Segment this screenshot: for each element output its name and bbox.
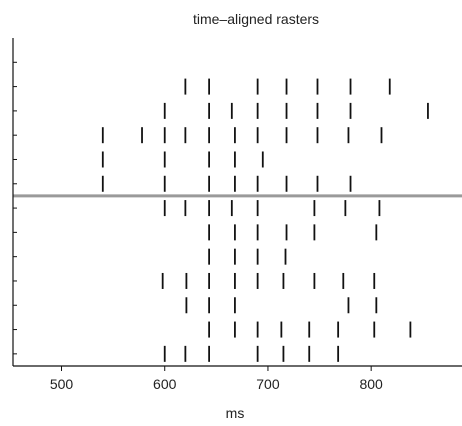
x-tick-label: 600 [153, 376, 177, 392]
chart-title: time–aligned rasters [193, 11, 319, 27]
x-tick-label: 500 [50, 376, 74, 392]
x-tick-label: 800 [359, 376, 383, 392]
x-axis-label: ms [226, 405, 245, 421]
x-tick-label: 700 [256, 376, 280, 392]
y-axis-ticks [13, 61, 17, 355]
spike-marks [101, 78, 429, 362]
x-axis-ticks: 500 600 700 800 [50, 366, 383, 392]
